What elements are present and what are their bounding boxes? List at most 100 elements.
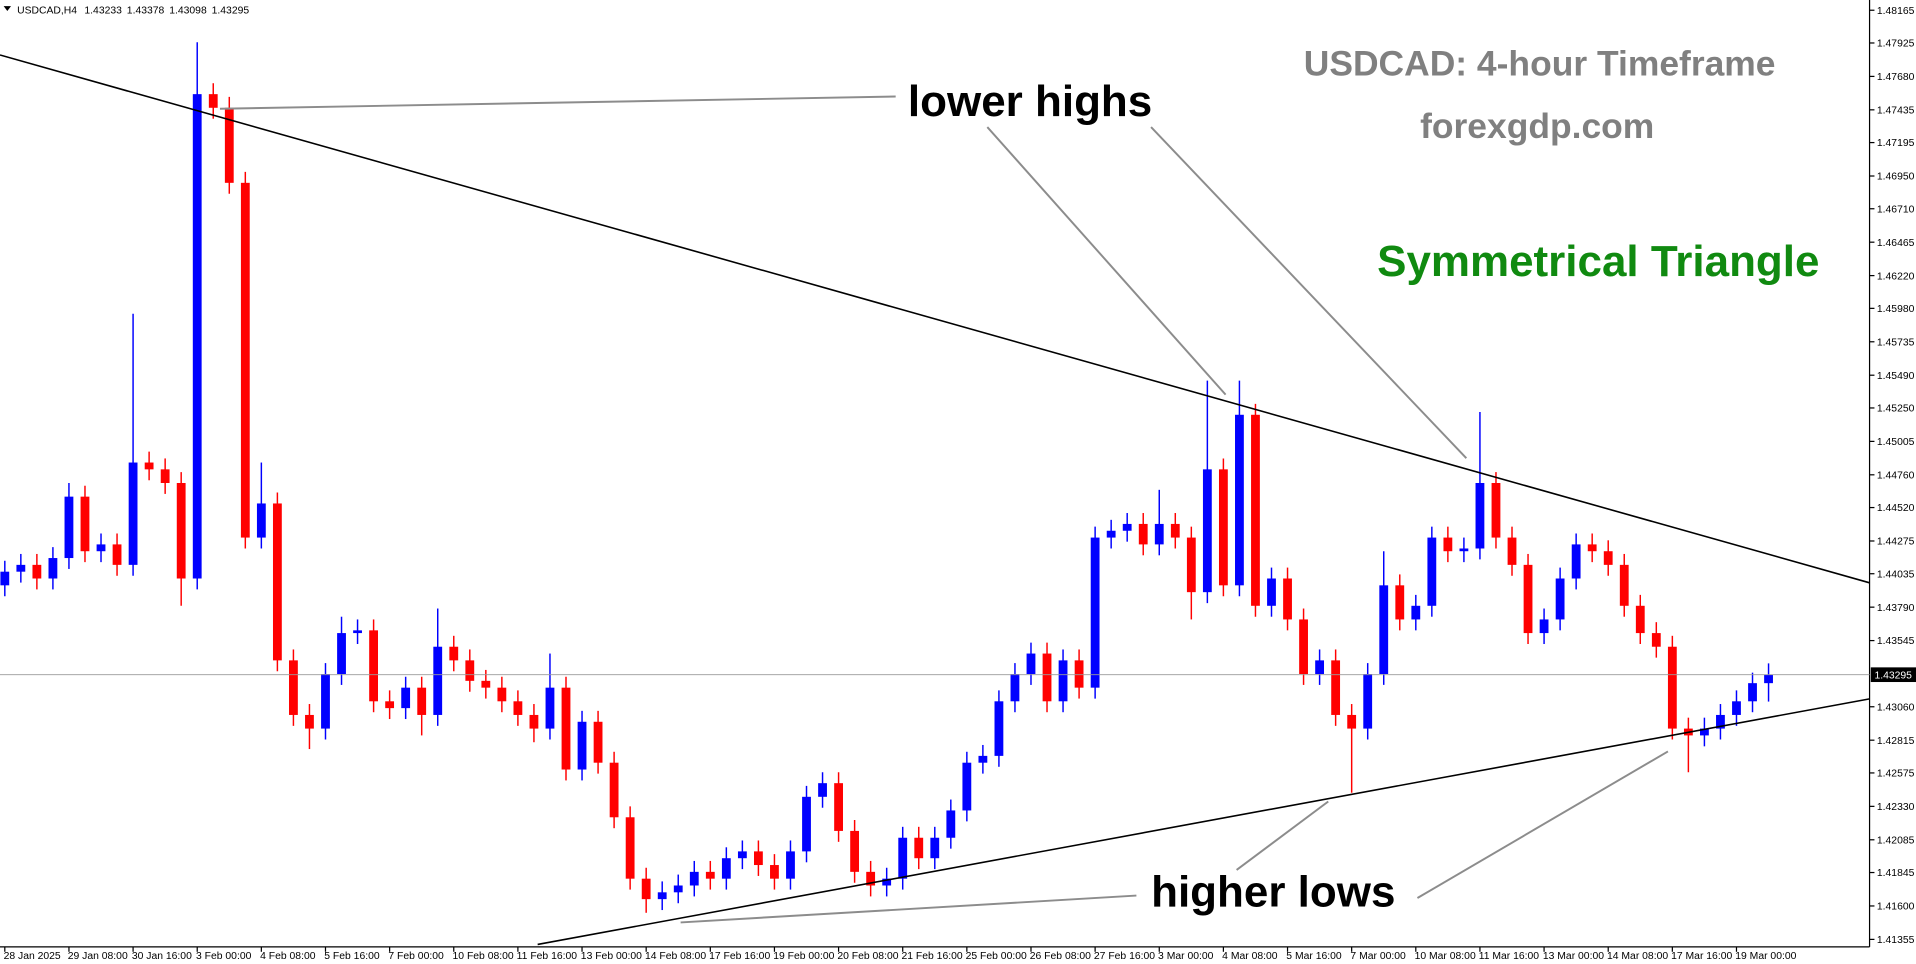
x-tick-label: 13 Mar 00:00: [1543, 951, 1604, 962]
candle-body: [1202, 469, 1212, 593]
candle-body: [1170, 523, 1180, 538]
pointer-line: [1416, 750, 1669, 899]
candle-body: [609, 762, 619, 818]
candle-body: [1587, 544, 1597, 552]
candle-body: [1732, 701, 1741, 715]
candle: [1218, 458, 1228, 597]
candle: [1571, 533, 1581, 590]
candle: [1379, 551, 1389, 685]
candle-body: [962, 762, 972, 811]
candle: [850, 820, 860, 883]
candle: [224, 96, 234, 194]
x-tick-label: 3 Feb 00:00: [196, 951, 252, 962]
candle: [1235, 380, 1244, 597]
candle: [1603, 540, 1613, 576]
x-tick-label: 5 Mar 16:00: [1286, 951, 1342, 962]
candle: [385, 690, 395, 720]
y-tick-label: 1.45250: [1877, 404, 1915, 415]
candle-body: [1764, 674, 1773, 684]
candle: [465, 649, 475, 692]
current-price-label: 1.43295: [1874, 670, 1912, 681]
y-tick-label: 1.43790: [1877, 603, 1915, 614]
candle-body: [898, 837, 908, 879]
candle-body: [1218, 469, 1228, 586]
candle-body: [192, 94, 202, 579]
candle-body: [1667, 646, 1677, 729]
candle-body: [80, 496, 90, 552]
candle: [1186, 526, 1196, 620]
y-tick-label: 1.46220: [1877, 271, 1915, 282]
candle: [1395, 574, 1405, 631]
y-tick-label: 1.41845: [1877, 868, 1915, 879]
candle: [112, 533, 122, 576]
y-tick-label: 1.43060: [1877, 702, 1915, 713]
candle-body: [1299, 619, 1308, 675]
candle: [866, 860, 876, 897]
candle-body: [593, 721, 603, 763]
candle: [1090, 526, 1100, 699]
current-price-box: [1870, 667, 1916, 683]
candle: [1202, 380, 1212, 604]
candle-body: [978, 755, 988, 763]
candle: [272, 492, 282, 672]
candle: [625, 806, 635, 890]
candle: [176, 472, 186, 606]
candle: [1700, 717, 1709, 747]
candle-body: [481, 680, 491, 688]
candle-body: [433, 646, 443, 715]
candle: [433, 608, 443, 726]
candle-body: [1042, 653, 1052, 702]
candle-body: [673, 885, 683, 893]
candle: [978, 744, 988, 774]
candle: [1058, 649, 1068, 713]
candle: [16, 553, 26, 583]
candle-body: [1154, 523, 1164, 545]
candle: [256, 462, 266, 549]
candle-body: [1122, 523, 1132, 531]
x-tick-label: 7 Feb 00:00: [388, 951, 444, 962]
candle: [1587, 533, 1597, 563]
candle: [128, 313, 138, 576]
candle-body: [705, 871, 715, 879]
candle: [64, 482, 74, 569]
candle-body: [1748, 683, 1757, 702]
candle: [1748, 672, 1757, 713]
candle-body: [1539, 619, 1549, 634]
y-tick-label: 1.46465: [1877, 238, 1915, 249]
candle-body: [1571, 544, 1581, 579]
candle: [513, 690, 523, 726]
candle-body: [994, 701, 1004, 756]
candle-body: [272, 503, 282, 661]
x-tick-label: 30 Jan 16:00: [132, 951, 192, 962]
candle-body: [850, 830, 860, 872]
candle-body: [577, 721, 587, 770]
candle-body: [465, 660, 475, 681]
candle: [1491, 472, 1501, 549]
candle: [0, 560, 10, 597]
candle-body: [737, 851, 747, 859]
x-tick-label: 11 Feb 16:00: [517, 951, 578, 962]
candle: [577, 710, 587, 781]
candle-body: [1138, 523, 1148, 545]
candle: [80, 485, 90, 563]
candle: [914, 826, 924, 870]
candle-body: [1106, 530, 1116, 538]
candle: [1267, 567, 1276, 617]
candle: [1667, 635, 1677, 740]
x-tick-label: 21 Feb 16:00: [901, 951, 962, 962]
candle: [1459, 537, 1469, 563]
candle-body: [16, 564, 26, 572]
candle-body: [1058, 660, 1068, 702]
x-tick-label: 10 Feb 08:00: [453, 951, 514, 962]
candle-body: [1700, 728, 1709, 736]
y-tick-label: 1.42815: [1877, 736, 1915, 747]
candle-body: [1427, 537, 1437, 606]
candle-body: [1315, 660, 1325, 675]
candle: [545, 653, 555, 740]
candle: [641, 867, 651, 913]
candle: [721, 847, 731, 890]
candle-body: [946, 810, 956, 838]
candle-body: [882, 878, 892, 886]
candle: [1443, 526, 1453, 563]
candle-body: [1347, 714, 1357, 729]
